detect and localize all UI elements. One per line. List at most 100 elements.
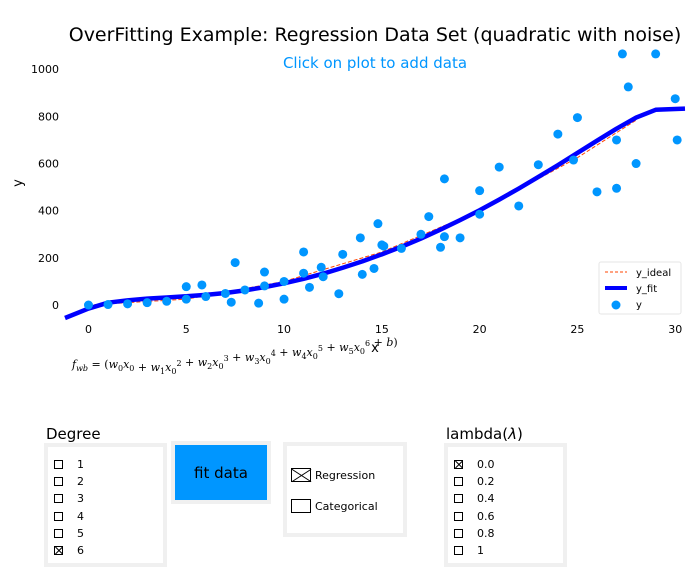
legend-points-label: y [636,300,642,311]
lambda-option-label: 0.2 [477,474,495,488]
plot-background[interactable] [65,48,685,318]
data-point [259,281,269,291]
data-point [230,258,240,268]
degree-checkbox[interactable] [54,476,63,486]
y-tick-label: 200 [38,252,59,265]
fit-data-button-frame: fit data [171,441,271,504]
data-point [553,129,563,139]
degree-option-label: 3 [77,491,84,505]
data-point [103,300,113,310]
data-point [514,201,524,211]
data-point [369,263,379,273]
mode-panel: Regression Categorical [283,442,407,537]
data-point [279,276,289,286]
lambda-panel: 0.0 0.2 0.4 0.6 0.8 1 [444,443,567,567]
lambda-checkbox[interactable] [454,511,463,521]
mode-checkbox[interactable] [291,468,311,482]
degree-checkbox[interactable] [54,511,63,521]
plot-figure: OverFitting Example: Regression Data Set… [11,24,686,376]
lambda-option[interactable]: 0.4 [454,490,495,506]
data-point [670,94,680,104]
lambda-option[interactable]: 1 [454,542,484,558]
data-point [592,187,602,197]
lambda-option[interactable]: 0.6 [454,508,495,524]
degree-option-label: 6 [77,543,84,557]
data-point [572,113,582,123]
data-point [334,289,344,299]
lambda-option-label: 1 [477,543,484,557]
lambda-option[interactable]: 0.0 [454,456,495,472]
mode-option-regression[interactable]: Regression [291,466,375,484]
degree-option[interactable]: 6 [54,542,84,558]
lambda-checkbox[interactable] [454,545,463,555]
degree-option-label: 1 [77,457,84,471]
data-point [299,268,309,278]
mode-option-label: Categorical [315,499,378,513]
y-tick-label: 600 [38,158,59,171]
lambda-option-label: 0.6 [477,509,495,523]
data-point [631,159,641,169]
data-point [475,209,485,219]
legend: y_ideal y_fit y [598,261,682,315]
model-formula: fwb = (w0x0 + w1x02 + w2x03 + w3x04 + w4… [71,336,398,376]
data-point [181,282,191,292]
data-point [612,135,622,145]
data-point [201,292,211,302]
degree-option[interactable]: 4 [54,508,84,524]
degree-option[interactable]: 1 [54,456,84,472]
lambda-option[interactable]: 0.8 [454,525,495,541]
mode-option-categorical[interactable]: Categorical [291,497,378,515]
data-point [123,299,133,309]
chart-title: OverFitting Example: Regression Data Set… [69,24,682,46]
data-point [651,49,661,59]
degree-label: Degree [46,425,101,443]
data-point [226,297,236,307]
data-point [439,174,449,184]
data-point [83,300,93,310]
x-axis-label: x [371,341,379,356]
data-point [259,267,269,277]
lambda-option-label: 0.0 [477,457,495,471]
data-point [220,288,230,298]
data-point [318,272,328,282]
x-tick-label: 20 [473,323,487,336]
lambda-label: lambda(λ) [446,425,523,443]
plot-area[interactable]: Click on plot to add data [64,48,686,321]
y-tick-label: 400 [38,205,59,218]
data-point [475,186,485,196]
legend-points-swatch [611,300,621,310]
data-point [142,298,152,308]
degree-option[interactable]: 5 [54,525,84,541]
lambda-option[interactable]: 0.2 [454,473,495,489]
data-point [279,294,289,304]
lambda-checkbox[interactable] [454,476,463,486]
degree-checkbox[interactable] [54,545,63,555]
degree-panel: 1 2 3 4 5 6 [44,443,167,567]
degree-option-label: 2 [77,474,84,488]
data-point [373,219,383,229]
data-point [672,135,682,145]
degree-checkbox[interactable] [54,528,63,538]
y-tick-label: 0 [52,299,59,312]
legend-ideal-label: y_ideal [636,268,671,279]
data-point [494,162,504,172]
degree-checkbox[interactable] [54,493,63,503]
fit-data-button[interactable]: fit data [175,445,267,500]
data-point [612,183,622,193]
mode-checkbox[interactable] [291,499,311,513]
data-point [424,212,434,222]
data-point [357,269,367,279]
x-tick-label: 25 [570,323,584,336]
data-point [316,262,326,272]
degree-checkbox[interactable] [54,459,63,469]
lambda-checkbox[interactable] [454,493,463,503]
degree-option[interactable]: 3 [54,490,84,506]
lambda-checkbox[interactable] [454,459,463,469]
x-tick-label: 15 [375,323,389,336]
y-axis-label: y [11,179,26,187]
degree-option[interactable]: 2 [54,473,84,489]
x-tick-label: 30 [668,323,682,336]
lambda-checkbox[interactable] [454,528,463,538]
x-tick-label: 10 [277,323,291,336]
data-point [396,243,406,253]
